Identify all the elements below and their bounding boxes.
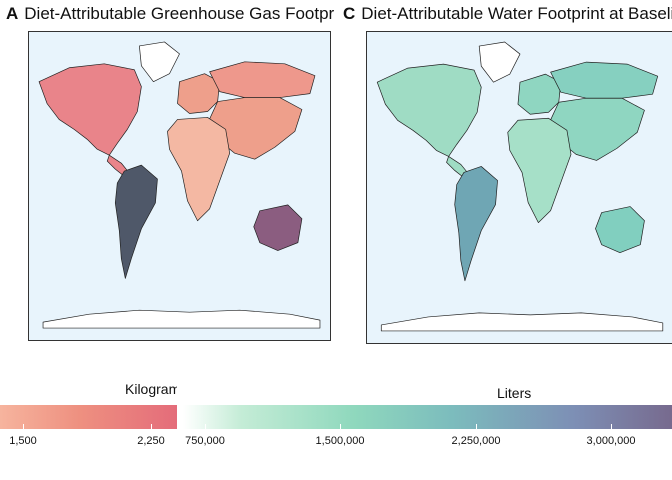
north-america-region [38, 63, 142, 156]
greenland-region [478, 41, 521, 83]
water-tick-label: 3,000,000 [586, 435, 636, 447]
water-tick-mark [476, 424, 477, 429]
water-tick-mark [340, 424, 341, 429]
water-tick-label: 2,250,000 [451, 435, 501, 447]
ghg-tick-mark [23, 424, 24, 429]
australia-region [595, 206, 645, 254]
water-map-svg [376, 41, 664, 332]
water-tick-mark [205, 424, 206, 429]
ghg-map-svg [38, 41, 321, 329]
ghg-world-map [28, 31, 331, 341]
europe-region [177, 73, 220, 114]
russia-region [550, 61, 659, 99]
water-tick-mark [611, 424, 612, 429]
australia-region [253, 204, 303, 251]
south-america-region [454, 166, 498, 282]
panel-a-tag: A [6, 4, 19, 23]
russia-region [209, 61, 316, 98]
greenland-region [139, 41, 180, 83]
ghg-tick-label: 2,250 [137, 435, 165, 447]
water-tick-label: 1,500,000 [315, 435, 365, 447]
ghg-colorbar [0, 405, 177, 429]
ghg-tick-mark [151, 424, 152, 429]
ghg-tick-label: 1,500 [9, 435, 37, 447]
africa-region [507, 117, 572, 223]
water-tick-label: 750,000 [185, 435, 225, 447]
ghg-legend-title: Kilograms [125, 381, 177, 397]
panel-a-title-text: Diet-Attributable Greenhouse Gas Footpri… [24, 4, 334, 23]
europe-region [517, 73, 562, 115]
north-america-region [376, 63, 482, 157]
panel-c-title: C Diet-Attributable Water Footprint at Ba… [343, 4, 672, 24]
antarctica-region [380, 312, 664, 332]
panel-c-title-text: Diet-Attributable Water Footprint at Bas… [361, 4, 672, 23]
south-america-region [114, 164, 158, 279]
antarctica-region [42, 309, 321, 329]
africa-region [167, 117, 231, 222]
water-world-map [366, 31, 672, 344]
panel-a-title: A Diet-Attributable Greenhouse Gas Footpr… [6, 4, 334, 24]
panel-c-tag: C [343, 4, 356, 23]
water-colorbar [183, 405, 672, 429]
water-legend-title: Liters [497, 385, 532, 401]
